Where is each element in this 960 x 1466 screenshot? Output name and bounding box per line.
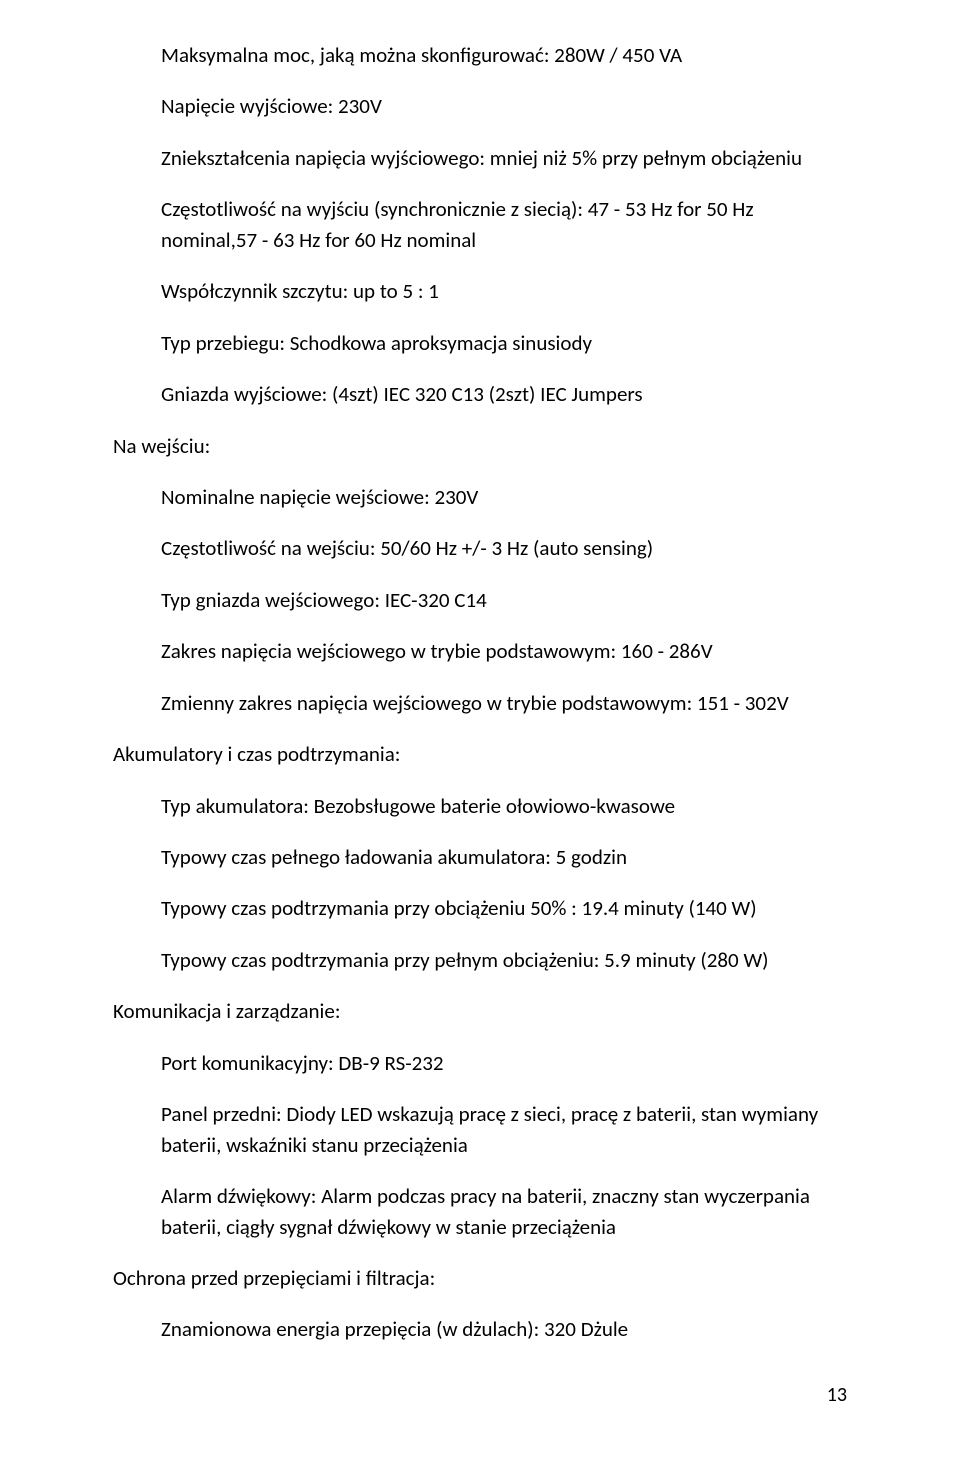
spec-line: Typ akumulatora: Bezobsługowe baterie oł… [161,791,847,821]
spec-line: Typowy czas podtrzymania przy obciążeniu… [161,893,847,923]
page-number: 13 [113,1381,847,1410]
spec-line: Zmienny zakres napięcia wejściowego w tr… [161,688,847,718]
spec-line: Częstotliwość na wyjściu (synchronicznie… [161,194,847,255]
spec-line: Zakres napięcia wejściowego w trybie pod… [161,636,847,666]
section-surge-header: Ochrona przed przepięciami i filtracja: [113,1263,847,1293]
spec-line: Maksymalna moc, jaką można skonfigurować… [161,40,847,70]
spec-line: Znamionowa energia przepięcia (w dżulach… [161,1314,847,1344]
spec-line: Typ przebiegu: Schodkowa aproksymacja si… [161,328,847,358]
spec-line: Typ gniazda wejściowego: IEC-320 C14 [161,585,847,615]
spec-line: Nominalne napięcie wejściowe: 230V [161,482,847,512]
section-comm-header: Komunikacja i zarządzanie: [113,996,847,1026]
spec-line: Port komunikacyjny: DB-9 RS-232 [161,1048,847,1078]
spec-line: Współczynnik szczytu: up to 5 : 1 [161,276,847,306]
spec-line: Panel przedni: Diody LED wskazują pracę … [161,1099,847,1160]
spec-line: Typowy czas podtrzymania przy pełnym obc… [161,945,847,975]
section-input-header: Na wejściu: [113,431,847,461]
spec-line: Zniekształcenia napięcia wyjściowego: mn… [161,143,847,173]
spec-line: Alarm dźwiękowy: Alarm podczas pracy na … [161,1181,847,1242]
spec-line: Napięcie wyjściowe: 230V [161,91,847,121]
spec-line: Typowy czas pełnego ładowania akumulator… [161,842,847,872]
section-battery-header: Akumulatory i czas podtrzymania: [113,739,847,769]
spec-line: Częstotliwość na wejściu: 50/60 Hz +/- 3… [161,533,847,563]
spec-line: Gniazda wyjściowe: (4szt) IEC 320 C13 (2… [161,379,847,409]
